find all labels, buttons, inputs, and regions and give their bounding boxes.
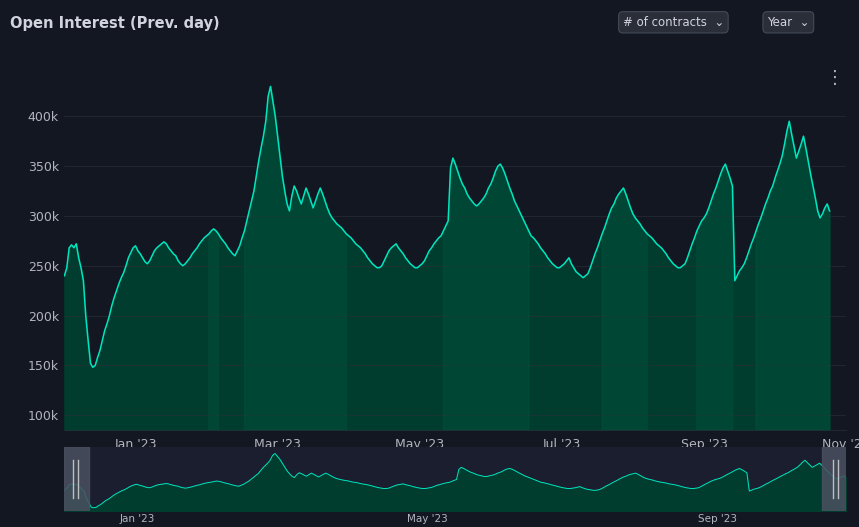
Text: ⋮: ⋮ — [826, 69, 844, 86]
Text: Year  ⌄: Year ⌄ — [767, 16, 809, 29]
Text: Open Interest (Prev. day): Open Interest (Prev. day) — [10, 16, 220, 31]
Bar — [64, 447, 88, 511]
Text: # of contracts  ⌄: # of contracts ⌄ — [623, 16, 724, 29]
Bar — [822, 447, 846, 511]
